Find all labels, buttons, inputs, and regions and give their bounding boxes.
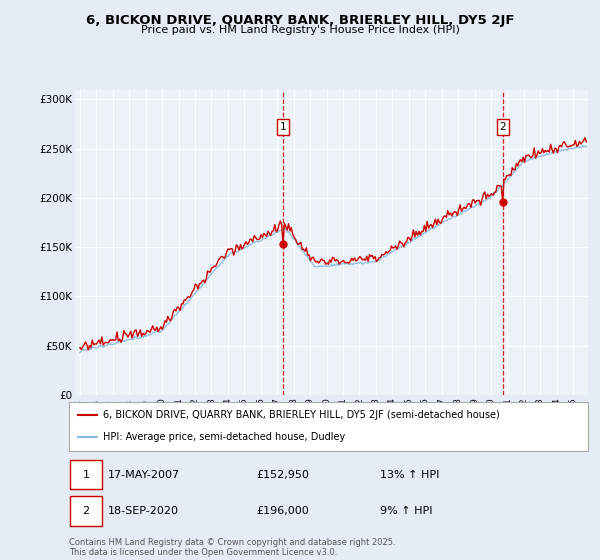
Text: 1: 1 xyxy=(83,470,89,479)
Text: 18-SEP-2020: 18-SEP-2020 xyxy=(108,506,179,516)
FancyBboxPatch shape xyxy=(70,460,102,489)
Text: 13% ↑ HPI: 13% ↑ HPI xyxy=(380,470,440,479)
Text: Contains HM Land Registry data © Crown copyright and database right 2025.
This d: Contains HM Land Registry data © Crown c… xyxy=(69,538,395,557)
Text: 17-MAY-2007: 17-MAY-2007 xyxy=(108,470,180,479)
Text: 6, BICKON DRIVE, QUARRY BANK, BRIERLEY HILL, DY5 2JF: 6, BICKON DRIVE, QUARRY BANK, BRIERLEY H… xyxy=(86,14,514,27)
Text: HPI: Average price, semi-detached house, Dudley: HPI: Average price, semi-detached house,… xyxy=(103,432,345,442)
Text: 2: 2 xyxy=(83,506,89,516)
FancyBboxPatch shape xyxy=(70,496,102,525)
Text: 2: 2 xyxy=(499,122,506,132)
Text: 9% ↑ HPI: 9% ↑ HPI xyxy=(380,506,433,516)
Text: Price paid vs. HM Land Registry's House Price Index (HPI): Price paid vs. HM Land Registry's House … xyxy=(140,25,460,35)
Text: £152,950: £152,950 xyxy=(256,470,309,479)
Text: 6, BICKON DRIVE, QUARRY BANK, BRIERLEY HILL, DY5 2JF (semi-detached house): 6, BICKON DRIVE, QUARRY BANK, BRIERLEY H… xyxy=(103,410,499,421)
Text: £196,000: £196,000 xyxy=(256,506,308,516)
Text: 1: 1 xyxy=(280,122,286,132)
